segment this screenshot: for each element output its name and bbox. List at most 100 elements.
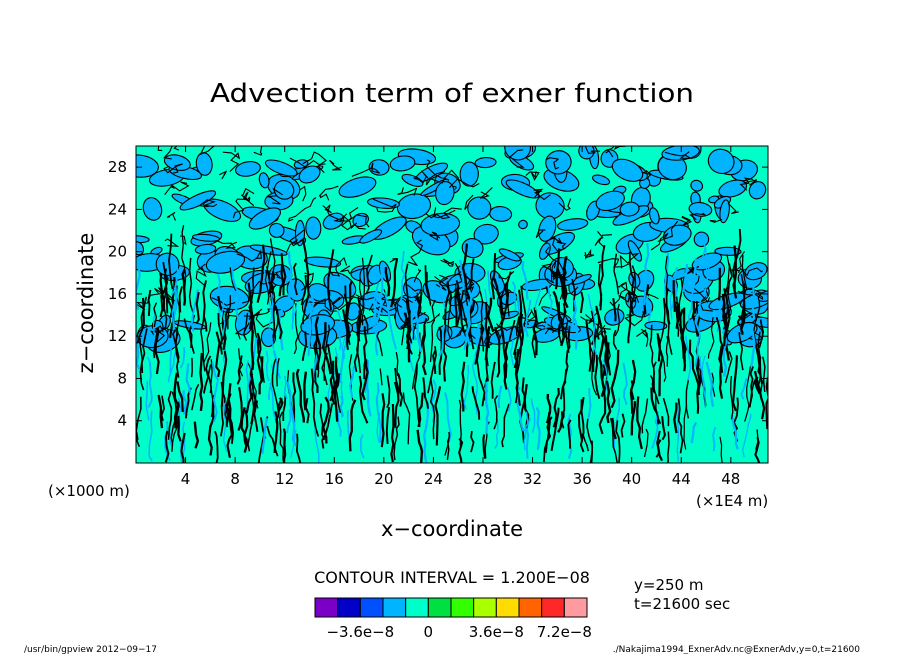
colorbar bbox=[314, 597, 588, 618]
contour-line bbox=[341, 206, 366, 231]
contour-line bbox=[535, 229, 546, 238]
contour-line bbox=[479, 187, 493, 199]
contour-line bbox=[544, 284, 553, 329]
contour-line bbox=[172, 328, 180, 378]
contour-region bbox=[473, 223, 499, 245]
contour-region bbox=[359, 229, 383, 244]
contour-line bbox=[585, 319, 593, 372]
x-tick-label: 36 bbox=[573, 470, 592, 488]
contour-region bbox=[719, 199, 730, 224]
contour-region bbox=[627, 240, 643, 262]
contour-line bbox=[235, 322, 250, 340]
contour-line bbox=[217, 273, 222, 317]
contour-line bbox=[561, 303, 570, 353]
contour-line bbox=[740, 378, 748, 400]
info-y-position: y=250 m bbox=[634, 576, 703, 594]
contour-line bbox=[689, 212, 707, 220]
contour-line bbox=[407, 239, 424, 266]
contour-line bbox=[145, 380, 150, 421]
contour-line bbox=[689, 268, 711, 303]
contour-region bbox=[258, 172, 270, 189]
contour-region bbox=[545, 150, 572, 175]
contour-line bbox=[659, 298, 666, 345]
contour-line bbox=[307, 295, 315, 356]
contour-line bbox=[171, 391, 178, 444]
contour-line bbox=[730, 414, 739, 450]
contour-line bbox=[750, 330, 756, 367]
contour-line bbox=[353, 314, 361, 373]
contour-line bbox=[266, 425, 279, 457]
contour-line bbox=[211, 362, 219, 423]
contour-line bbox=[661, 416, 666, 441]
contour-line bbox=[301, 272, 314, 291]
contour-line bbox=[525, 299, 532, 337]
contour-line bbox=[484, 335, 489, 367]
contour-line bbox=[167, 345, 178, 383]
contour-line bbox=[458, 399, 462, 446]
contour-line bbox=[339, 336, 347, 383]
contour-line bbox=[620, 413, 626, 438]
contour-line bbox=[564, 325, 571, 376]
contour-region bbox=[396, 193, 432, 220]
contour-line bbox=[490, 361, 496, 399]
contour-region bbox=[401, 173, 424, 187]
contour-line bbox=[585, 310, 599, 324]
contour-line bbox=[227, 295, 231, 330]
contour-line bbox=[405, 298, 413, 338]
contour-line bbox=[740, 274, 746, 329]
contour-line bbox=[253, 400, 259, 433]
contour-region bbox=[690, 179, 704, 192]
contour-line bbox=[190, 357, 193, 378]
contour-line bbox=[723, 315, 728, 347]
contour-line bbox=[190, 289, 199, 332]
contour-region bbox=[748, 181, 767, 200]
contour-line bbox=[493, 278, 505, 316]
colorbar-swatch bbox=[450, 597, 475, 618]
contour-line bbox=[765, 376, 768, 430]
contour-line bbox=[762, 356, 766, 392]
contour-line bbox=[286, 239, 298, 253]
contour-line bbox=[236, 249, 263, 262]
contour-line bbox=[387, 299, 403, 312]
contour-line bbox=[444, 392, 452, 443]
contour-line bbox=[202, 355, 212, 394]
contour-line bbox=[202, 280, 208, 332]
colorbar-swatch bbox=[314, 597, 339, 618]
contour-region bbox=[619, 201, 640, 217]
contour-line bbox=[678, 323, 687, 372]
colorbar-tick-label: 3.6e−8 bbox=[469, 623, 524, 641]
contour-line bbox=[362, 314, 369, 334]
contour-line bbox=[579, 399, 585, 453]
contour-line bbox=[243, 191, 249, 202]
contour-line bbox=[614, 303, 621, 337]
contour-line bbox=[162, 268, 168, 329]
contour-line bbox=[416, 429, 424, 463]
contour-line bbox=[514, 338, 523, 404]
contour-line bbox=[611, 417, 617, 440]
contour-line bbox=[432, 349, 437, 375]
contour-line bbox=[688, 270, 700, 327]
contour-line bbox=[550, 407, 560, 452]
contour-line bbox=[322, 204, 340, 221]
contour-line bbox=[615, 420, 621, 463]
contour-line bbox=[319, 403, 326, 441]
contour-line bbox=[237, 387, 243, 431]
contour-line bbox=[413, 170, 429, 184]
contour-line bbox=[567, 419, 572, 449]
contour-line bbox=[217, 312, 223, 345]
contour-line bbox=[276, 358, 280, 387]
contour-line bbox=[250, 315, 255, 370]
contour-line bbox=[439, 284, 446, 309]
contour-line bbox=[238, 348, 244, 377]
contour-line bbox=[454, 286, 460, 328]
contour-line bbox=[286, 381, 297, 447]
contour-line bbox=[434, 270, 462, 286]
contour-line bbox=[160, 395, 165, 422]
contour-region bbox=[298, 165, 321, 184]
contour-line bbox=[401, 312, 407, 346]
contour-line bbox=[301, 331, 308, 361]
contour-line bbox=[741, 255, 748, 295]
contour-line bbox=[581, 432, 590, 452]
contour-line bbox=[342, 309, 349, 351]
contour-line bbox=[256, 244, 266, 303]
